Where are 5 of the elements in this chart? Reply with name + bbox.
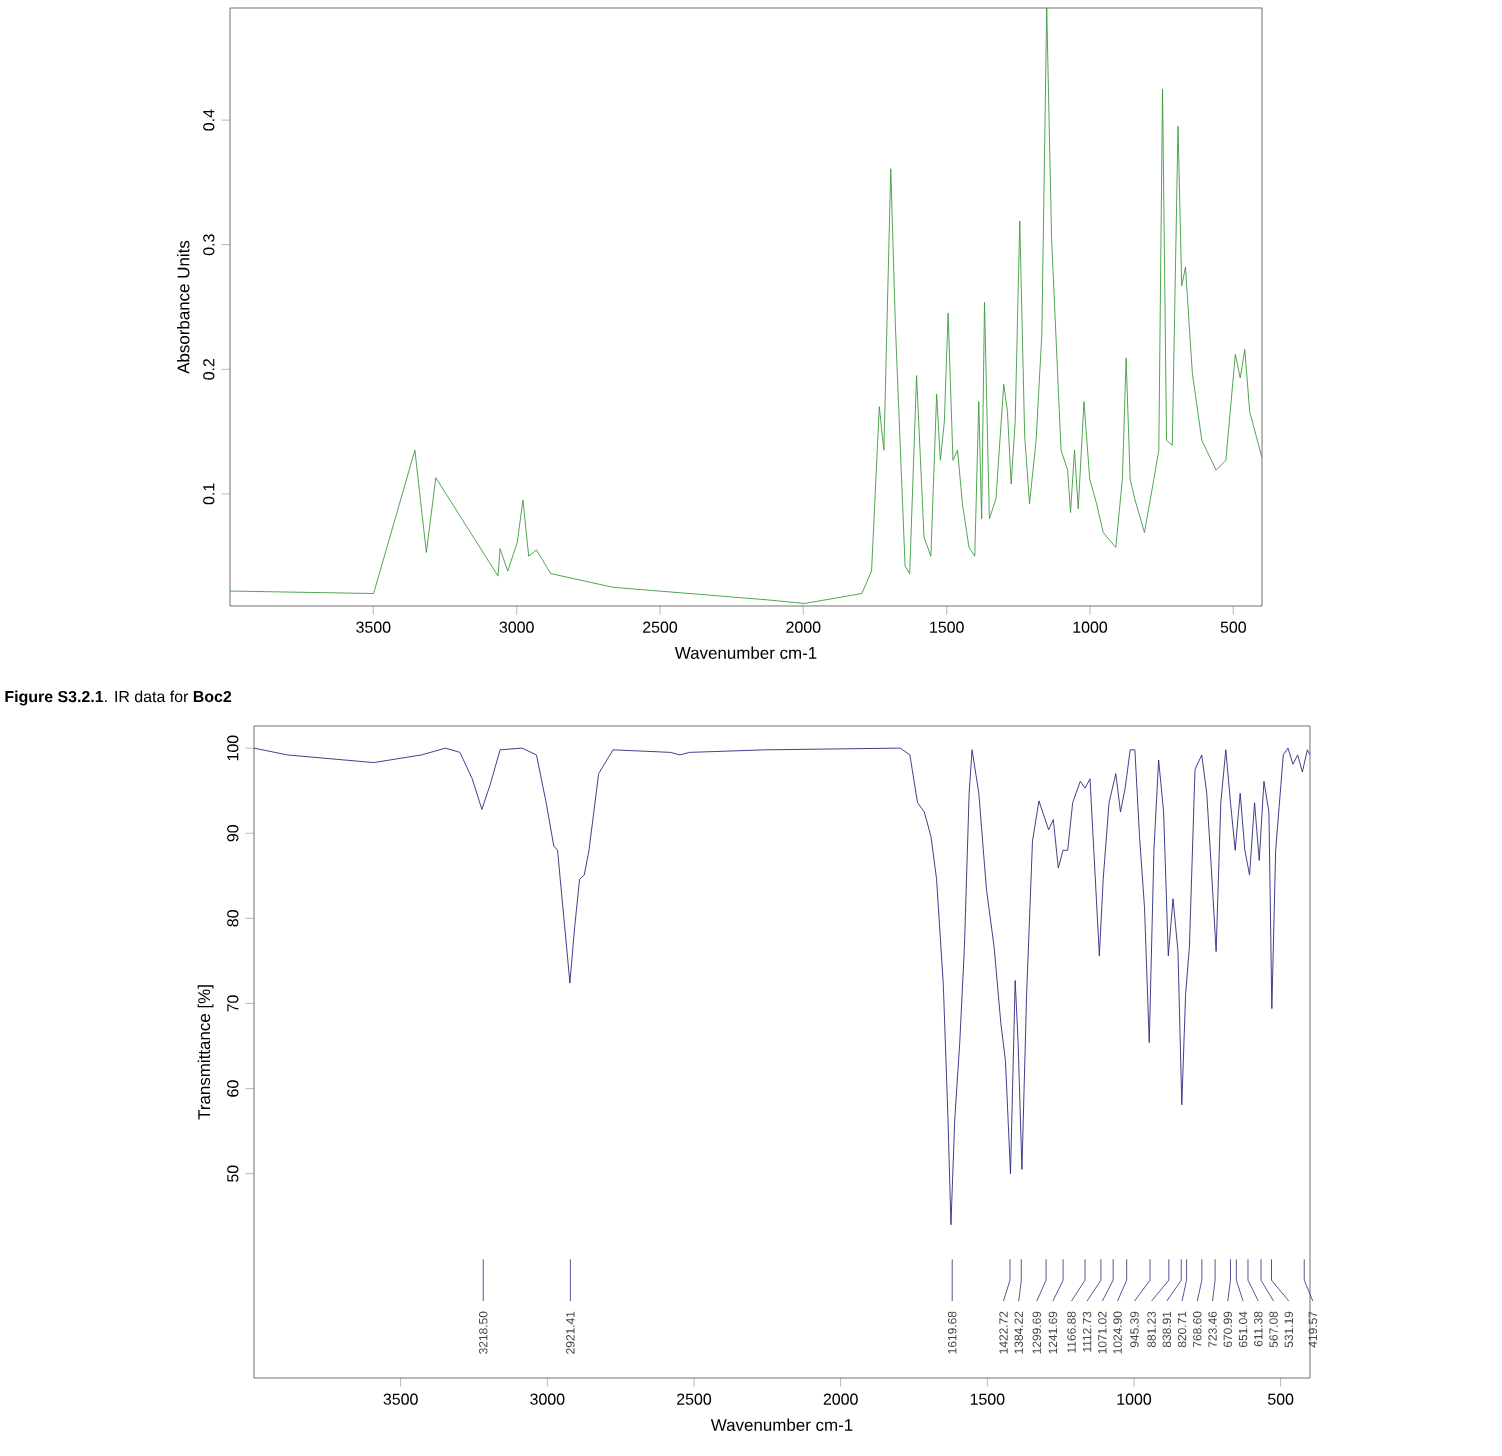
- y-axis-title: Absorbance Units: [177, 240, 190, 374]
- y-axis-title: Transmittance [%]: [197, 985, 214, 1120]
- x-axis-title: Wavenumber cm-1: [674, 646, 817, 659]
- x-axis-title: Wavenumber cm-1: [710, 1418, 853, 1431]
- line-series: [253, 747, 1310, 1226]
